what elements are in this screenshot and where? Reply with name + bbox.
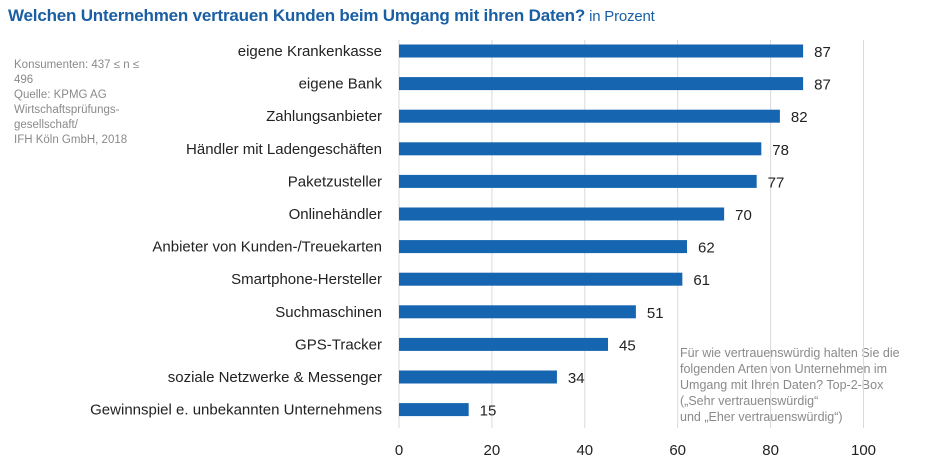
- category-label: Paketzusteller: [288, 173, 382, 190]
- value-label: 51: [647, 305, 664, 322]
- value-label: 87: [814, 77, 831, 94]
- value-label: 82: [791, 109, 808, 126]
- question-line: und „Eher vertrauenswürdig“): [680, 410, 843, 424]
- value-label: 62: [698, 240, 715, 257]
- bar: [399, 403, 469, 417]
- bar: [399, 370, 557, 384]
- bar: [399, 207, 725, 221]
- value-label: 87: [814, 44, 831, 61]
- category-label: Smartphone-Hersteller: [231, 271, 382, 288]
- x-tick-label: 0: [395, 442, 403, 459]
- source-line: IFH Köln GmbH, 2018: [14, 134, 128, 146]
- x-tick-label: 80: [762, 442, 779, 459]
- category-label: Zahlungsanbieter: [266, 108, 382, 125]
- value-label: 70: [735, 207, 752, 224]
- bar: [399, 142, 762, 156]
- question-note: Für wie vertrauenswürdig halten Sie die …: [680, 345, 930, 425]
- value-label: 15: [480, 403, 497, 420]
- category-label: Suchmaschinen: [275, 304, 382, 321]
- source-note: Konsumenten: 437 ≤ n ≤ 496 Quelle: KPMG …: [14, 58, 149, 148]
- category-label: eigene Krankenkasse: [238, 43, 382, 60]
- chart-subtitle: in Prozent: [589, 8, 655, 25]
- question-line: Für wie vertrauenswürdig halten Sie die: [680, 346, 900, 360]
- bar: [399, 109, 780, 123]
- bar: [399, 240, 687, 254]
- source-line: Quelle: KPMG AG: [14, 89, 107, 101]
- bar: [399, 272, 683, 286]
- value-label: 78: [772, 142, 789, 159]
- chart-title: Welchen Unternehmen vertrauen Kunden bei…: [8, 6, 655, 25]
- bar: [399, 305, 636, 319]
- value-label: 77: [768, 174, 785, 191]
- bar: [399, 174, 757, 188]
- question-line: Umgang mit Ihren Daten? Top-2-Box: [680, 378, 884, 392]
- source-line: Wirtschaftsprüfungs-: [14, 104, 120, 116]
- value-label: 45: [619, 337, 636, 354]
- value-label: 34: [568, 370, 585, 387]
- category-label: eigene Bank: [299, 76, 383, 93]
- value-label: 61: [693, 272, 710, 289]
- question-line: („Sehr vertrauenswürdig“: [680, 394, 819, 408]
- x-tick-label: 40: [576, 442, 593, 459]
- bar: [399, 77, 804, 91]
- category-label: Anbieter von Kunden-/Treuekarten: [152, 239, 382, 256]
- question-line: folgenden Arten von Unternehmen im: [680, 362, 888, 376]
- category-label: soziale Netzwerke & Messenger: [168, 369, 382, 386]
- sample-size-line: Konsumenten: 437 ≤ n ≤ 496: [14, 59, 140, 86]
- source-line: gesellschaft/: [14, 119, 78, 131]
- bar: [399, 337, 609, 351]
- category-label: GPS-Tracker: [295, 336, 382, 353]
- x-tick-label: 100: [851, 442, 876, 459]
- category-label: Gewinnspiel e. unbekannten Unternehmens: [90, 402, 382, 419]
- x-tick-label: 60: [669, 442, 686, 459]
- category-label: Händler mit Ladengeschäften: [186, 141, 382, 158]
- x-tick-label: 20: [484, 442, 501, 459]
- category-label: Onlinehändler: [289, 206, 382, 223]
- bar: [399, 44, 804, 58]
